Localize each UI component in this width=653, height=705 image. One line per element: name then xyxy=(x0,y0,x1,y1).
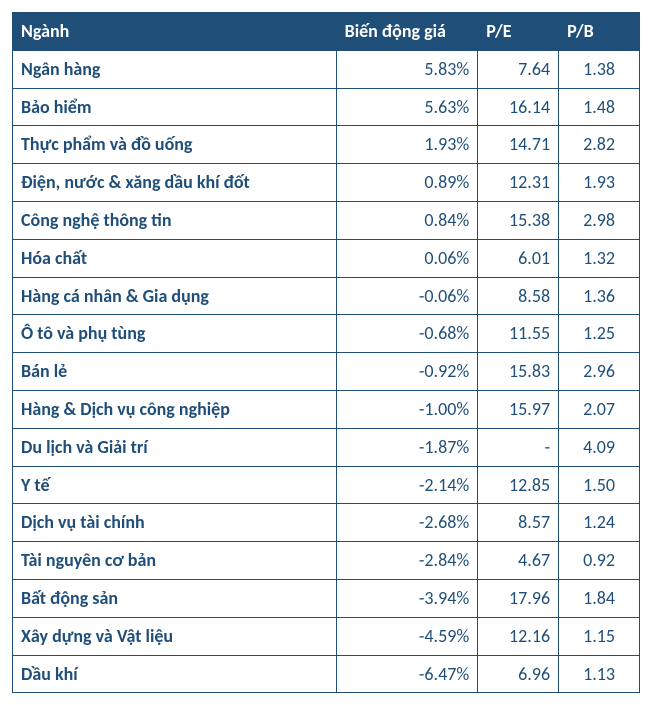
cell-pe: 8.57 xyxy=(478,504,559,542)
cell-sector-name: Ô tô và phụ tùng xyxy=(13,315,337,353)
cell-sector-name: Dầu khí xyxy=(13,655,337,693)
cell-pe: 15.83 xyxy=(478,353,559,391)
cell-pe: 15.38 xyxy=(478,201,559,239)
table-row: Công nghệ thông tin0.84%15.382.98 xyxy=(13,201,640,239)
cell-pb: 1.48 xyxy=(559,88,640,126)
cell-pe: 7.64 xyxy=(478,50,559,88)
cell-price-change: -0.92% xyxy=(336,353,478,391)
cell-price-change: -1.87% xyxy=(336,428,478,466)
cell-pb: 0.92 xyxy=(559,542,640,580)
cell-price-change: 5.83% xyxy=(336,50,478,88)
table-row: Xây dựng và Vật liệu-4.59%12.161.15 xyxy=(13,617,640,655)
cell-price-change: -2.68% xyxy=(336,504,478,542)
cell-price-change: -1.00% xyxy=(336,390,478,428)
table-row: Điện, nước & xăng dầu khí đốt0.89%12.311… xyxy=(13,164,640,202)
sector-valuation-table: Ngành Biến động giá P/E P/B Ngân hàng5.8… xyxy=(12,12,640,693)
cell-sector-name: Hàng & Dịch vụ công nghiệp xyxy=(13,390,337,428)
col-header-name: Ngành xyxy=(13,13,337,51)
cell-sector-name: Ngân hàng xyxy=(13,50,337,88)
cell-pb: 1.25 xyxy=(559,315,640,353)
cell-price-change: 1.93% xyxy=(336,126,478,164)
cell-pb: 2.82 xyxy=(559,126,640,164)
cell-sector-name: Bán lẻ xyxy=(13,353,337,391)
cell-price-change: -0.06% xyxy=(336,277,478,315)
cell-pb: 1.13 xyxy=(559,655,640,693)
cell-sector-name: Y tế xyxy=(13,466,337,504)
cell-price-change: -0.68% xyxy=(336,315,478,353)
col-header-change: Biến động giá xyxy=(336,13,478,51)
table-row: Tài nguyên cơ bản-2.84%4.670.92 xyxy=(13,542,640,580)
table-row: Bán lẻ-0.92%15.832.96 xyxy=(13,353,640,391)
cell-pb: 1.93 xyxy=(559,164,640,202)
cell-pb: 1.32 xyxy=(559,239,640,277)
table-row: Thực phẩm và đồ uống1.93%14.712.82 xyxy=(13,126,640,164)
cell-sector-name: Tài nguyên cơ bản xyxy=(13,542,337,580)
table-header-row: Ngành Biến động giá P/E P/B xyxy=(13,13,640,51)
cell-pe: 6.01 xyxy=(478,239,559,277)
table-row: Dịch vụ tài chính-2.68%8.571.24 xyxy=(13,504,640,542)
cell-pe: 12.85 xyxy=(478,466,559,504)
cell-pb: 1.36 xyxy=(559,277,640,315)
cell-pe: 11.55 xyxy=(478,315,559,353)
col-header-pb: P/B xyxy=(559,13,640,51)
cell-pb: 2.07 xyxy=(559,390,640,428)
table-row: Hóa chất0.06%6.011.32 xyxy=(13,239,640,277)
cell-pe: 12.31 xyxy=(478,164,559,202)
cell-pe: 17.96 xyxy=(478,579,559,617)
cell-price-change: -2.84% xyxy=(336,542,478,580)
cell-pb: 1.50 xyxy=(559,466,640,504)
table-row: Ô tô và phụ tùng-0.68%11.551.25 xyxy=(13,315,640,353)
cell-sector-name: Thực phẩm và đồ uống xyxy=(13,126,337,164)
cell-pe: 4.67 xyxy=(478,542,559,580)
cell-sector-name: Công nghệ thông tin xyxy=(13,201,337,239)
table-row: Hàng cá nhân & Gia dụng-0.06%8.581.36 xyxy=(13,277,640,315)
table-row: Dầu khí-6.47%6.961.13 xyxy=(13,655,640,693)
cell-price-change: 0.89% xyxy=(336,164,478,202)
cell-pb: 2.98 xyxy=(559,201,640,239)
cell-pe: 8.58 xyxy=(478,277,559,315)
table-body: Ngân hàng5.83%7.641.38Bảo hiểm5.63%16.14… xyxy=(13,50,640,693)
table-row: Bảo hiểm5.63%16.141.48 xyxy=(13,88,640,126)
cell-pe: 14.71 xyxy=(478,126,559,164)
cell-pe: 6.96 xyxy=(478,655,559,693)
cell-pe: - xyxy=(478,428,559,466)
cell-sector-name: Bất động sản xyxy=(13,579,337,617)
table-row: Ngân hàng5.83%7.641.38 xyxy=(13,50,640,88)
cell-price-change: -6.47% xyxy=(336,655,478,693)
cell-sector-name: Dịch vụ tài chính xyxy=(13,504,337,542)
cell-sector-name: Du lịch và Giải trí xyxy=(13,428,337,466)
cell-pb: 1.38 xyxy=(559,50,640,88)
cell-price-change: 0.84% xyxy=(336,201,478,239)
cell-pb: 4.09 xyxy=(559,428,640,466)
cell-pb: 1.15 xyxy=(559,617,640,655)
cell-sector-name: Xây dựng và Vật liệu xyxy=(13,617,337,655)
cell-pb: 1.84 xyxy=(559,579,640,617)
cell-price-change: -3.94% xyxy=(336,579,478,617)
cell-pe: 12.16 xyxy=(478,617,559,655)
cell-price-change: 0.06% xyxy=(336,239,478,277)
col-header-pe: P/E xyxy=(478,13,559,51)
cell-sector-name: Điện, nước & xăng dầu khí đốt xyxy=(13,164,337,202)
cell-pe: 15.97 xyxy=(478,390,559,428)
cell-price-change: -2.14% xyxy=(336,466,478,504)
cell-sector-name: Hàng cá nhân & Gia dụng xyxy=(13,277,337,315)
cell-sector-name: Hóa chất xyxy=(13,239,337,277)
cell-price-change: -4.59% xyxy=(336,617,478,655)
table-row: Hàng & Dịch vụ công nghiệp-1.00%15.972.0… xyxy=(13,390,640,428)
table-row: Du lịch và Giải trí-1.87%-4.09 xyxy=(13,428,640,466)
table-row: Bất động sản-3.94%17.961.84 xyxy=(13,579,640,617)
cell-pb: 1.24 xyxy=(559,504,640,542)
cell-pe: 16.14 xyxy=(478,88,559,126)
cell-pb: 2.96 xyxy=(559,353,640,391)
cell-price-change: 5.63% xyxy=(336,88,478,126)
table-row: Y tế-2.14%12.851.50 xyxy=(13,466,640,504)
cell-sector-name: Bảo hiểm xyxy=(13,88,337,126)
